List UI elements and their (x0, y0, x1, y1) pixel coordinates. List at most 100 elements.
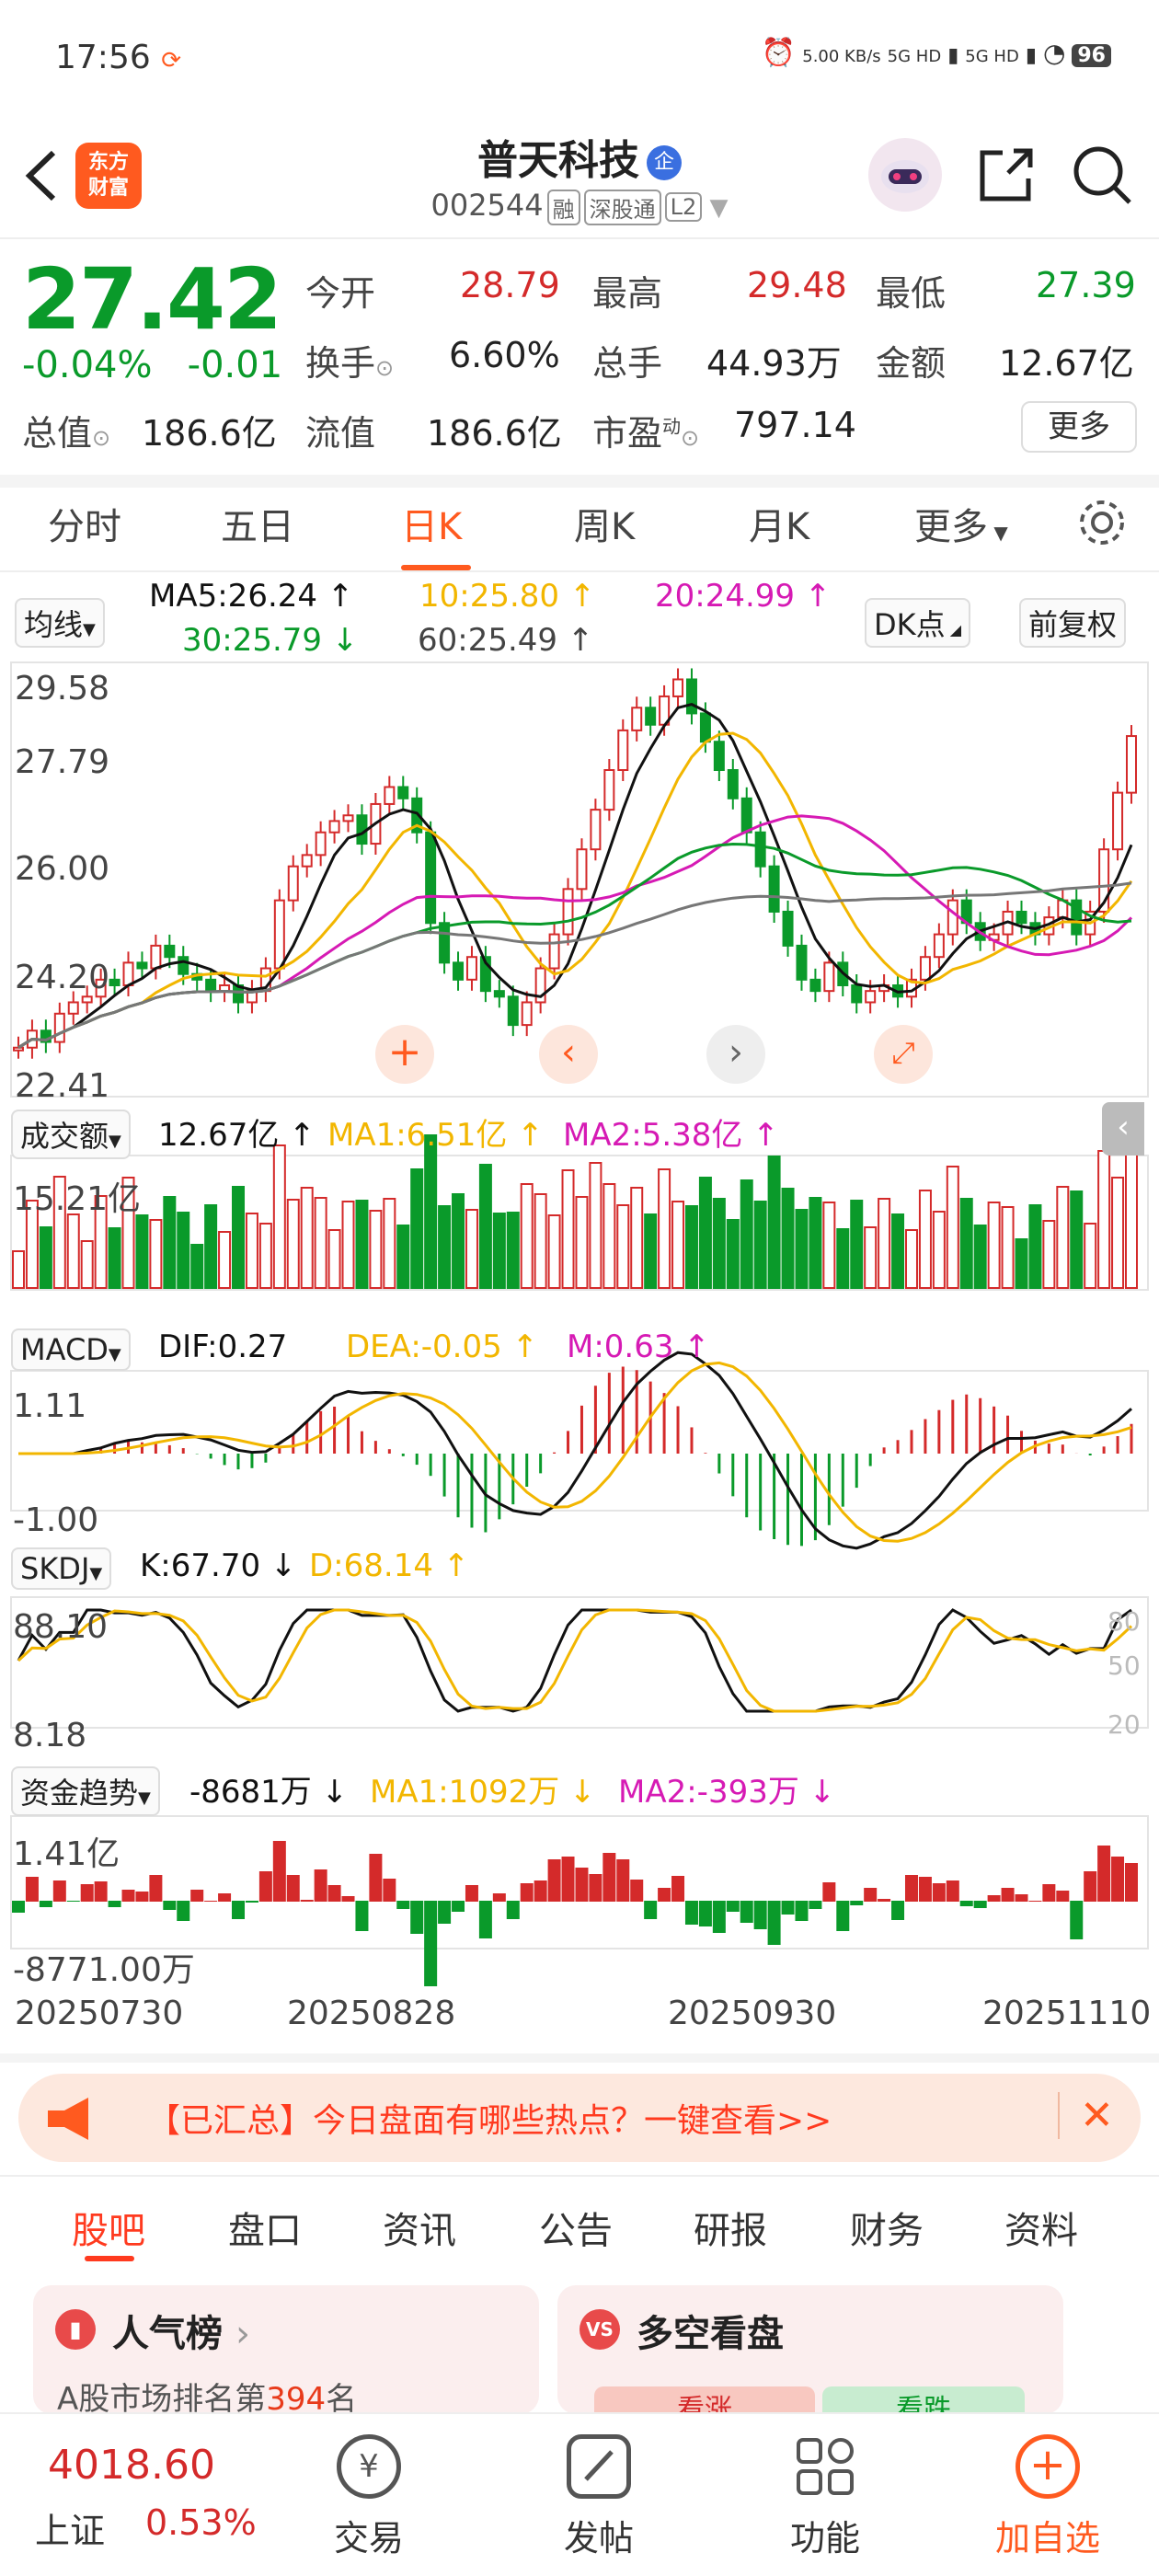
ai-assistant-button[interactable] (868, 138, 942, 212)
volume-bar-34 (478, 1164, 492, 1289)
tab-finance[interactable]: 财务 (850, 2210, 924, 2252)
fund-bar-78 (1084, 1871, 1097, 1902)
alarm-icon: ⏰ (761, 37, 797, 69)
volume-bar-8 (121, 1177, 135, 1289)
date-tick-4: 20251110 (982, 1995, 1152, 2032)
more-quote-button[interactable]: 更多 (1021, 401, 1137, 453)
candle-body-5 (81, 995, 93, 1004)
settings-button[interactable] (1074, 495, 1130, 550)
price-tick-4: 24.20 (15, 959, 110, 996)
tab-daily-k[interactable]: 日K (401, 506, 463, 548)
fund-bar-70 (973, 1901, 987, 1908)
volume-bar-72 (1001, 1206, 1015, 1289)
volume-bar-46 (644, 1213, 658, 1289)
candle-body-56 (782, 910, 794, 947)
volume-bar-0 (12, 1250, 25, 1289)
fullscreen-button[interactable]: ⤢ (874, 1025, 933, 1084)
fund-bar-67 (932, 1883, 946, 1902)
macd-selector[interactable]: MACD▼ (11, 1328, 131, 1371)
close-banner-button[interactable]: ✕ (1058, 2092, 1114, 2139)
fund-bar-74 (1028, 1901, 1042, 1902)
volume-bar-26 (369, 1210, 383, 1289)
status-time: 17:56 ⟳ (55, 39, 181, 76)
candle-body-59 (823, 961, 835, 993)
fund-bar-52 (726, 1901, 740, 1912)
volume-selector[interactable]: 成交额▼ (11, 1110, 131, 1159)
back-button[interactable] (17, 145, 68, 206)
trade-button[interactable]: 交易 (333, 2518, 404, 2559)
collapse-panel-button[interactable]: ‹ (1102, 1102, 1144, 1156)
dk-point-button[interactable]: DK点 ◢ (865, 598, 971, 648)
hotspot-banner[interactable]: 【已汇总】今日盘面有哪些热点？一键查看>> ✕ (18, 2074, 1141, 2162)
tab-announcements[interactable]: 公告 (539, 2210, 613, 2252)
tab-weekly-k[interactable]: 周K (574, 506, 636, 548)
fund-bar-24 (341, 1896, 355, 1902)
skdj-tick-bottom: 8.18 (13, 1717, 87, 1754)
search-button[interactable] (1067, 140, 1137, 210)
fund-bar-71 (987, 1895, 1001, 1902)
candle-body-58 (809, 978, 821, 993)
candle-body-19 (273, 899, 285, 970)
tab-forum[interactable]: 股吧 (72, 2210, 145, 2252)
ma-selector[interactable]: 均线▼ (15, 598, 105, 648)
volume-bar-9 (135, 1214, 149, 1289)
info-icon-3: ⊙ (681, 425, 700, 451)
zoom-in-button[interactable]: + (375, 1025, 434, 1084)
popularity-card[interactable]: ▮ 人气榜 › A股市场排名第394名 (33, 2285, 539, 2418)
adjust-price-button[interactable]: 前复权 (1019, 598, 1127, 648)
post-button[interactable]: 发帖 (563, 2518, 634, 2559)
add-watchlist-button[interactable]: 加自选 (994, 2518, 1100, 2559)
index-value[interactable]: 4018.60 (48, 2442, 215, 2489)
skdj-selector[interactable]: SKDJ▼ (11, 1547, 112, 1590)
mktcap-label[interactable]: 总值⊙ (22, 413, 111, 454)
volume-bar-25 (355, 1200, 369, 1289)
volume-bar-17 (245, 1213, 258, 1289)
fund-bar-37 (520, 1883, 534, 1902)
volume-bar-57 (795, 1209, 809, 1289)
volume-bar-76 (1056, 1186, 1070, 1289)
turnover-label[interactable]: 换手⊙ (305, 343, 395, 384)
ma20-value: 20:24.99 ↑ (655, 578, 832, 615)
candle-body-45 (631, 707, 643, 731)
fund-bar-39 (547, 1859, 561, 1902)
tab-news[interactable]: 资讯 (383, 2210, 456, 2252)
fund-tick-top: 1.41亿 (13, 1835, 120, 1873)
candle-body-54 (754, 831, 766, 868)
kline-chart-area[interactable] (0, 644, 1159, 2061)
volume-bar-68 (946, 1166, 959, 1289)
share-button[interactable] (971, 140, 1041, 210)
volume-bar-44 (616, 1204, 630, 1289)
fund-bar-28 (396, 1901, 410, 1909)
candle-body-42 (590, 809, 602, 851)
banner-text: 【已汇总】今日盘面有哪些热点？一键查看>> (147, 2102, 832, 2140)
tab-monthly-k[interactable]: 月K (749, 506, 810, 548)
active-tab-underline (401, 565, 471, 570)
bottom-nav: 4018.60 上证 0.53% ¥ 交易 发帖 功能 + 加自选 (0, 2412, 1159, 2576)
tab-more[interactable]: 更多 ▼ (914, 506, 1008, 548)
index-pct: 0.53% (145, 2502, 257, 2543)
fund-bar-18 (258, 1871, 272, 1902)
scroll-left-button[interactable]: ‹ (539, 1025, 598, 1084)
skdj-right-80: 80 (1107, 1606, 1141, 1637)
volume-bar-28 (396, 1225, 410, 1289)
dropdown-icon: ▼ (702, 194, 729, 222)
ma30-value: 30:25.79 ↓ (182, 622, 359, 659)
fund-bar-76 (1056, 1891, 1070, 1902)
tab-five-day[interactable]: 五日 (221, 506, 294, 548)
bull-bear-card[interactable]: VS 多空看盘 看涨 看跌 (557, 2285, 1063, 2426)
scroll-right-button[interactable]: › (706, 1025, 765, 1084)
tab-orderbook[interactable]: 盘口 (228, 2210, 302, 2252)
tab-intraday[interactable]: 分时 (48, 506, 121, 548)
stock-code-row[interactable]: 002544 融深股通 L2 ▼ (0, 188, 1159, 225)
pe-label[interactable]: 市盈动⊙ (592, 413, 700, 454)
volume-bar-35 (492, 1213, 506, 1289)
fund-selector[interactable]: 资金趋势▼ (11, 1766, 160, 1816)
tab-profile[interactable]: 资料 (1004, 2210, 1078, 2252)
fund-bar-38 (534, 1880, 547, 1902)
fund-bar-6 (94, 1881, 108, 1902)
function-button[interactable]: 功能 (789, 2518, 860, 2559)
fund-bar-4 (66, 1901, 80, 1902)
candle-body-14 (205, 978, 217, 993)
popularity-rank: A股市场排名第394名 (57, 2381, 358, 2418)
tab-research[interactable]: 研报 (694, 2210, 767, 2252)
